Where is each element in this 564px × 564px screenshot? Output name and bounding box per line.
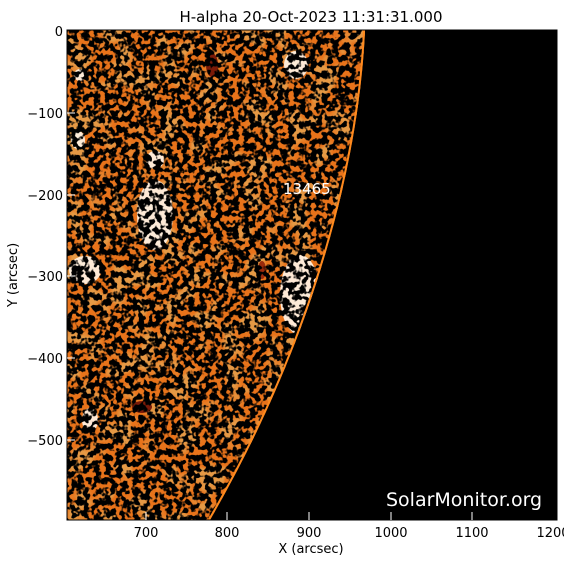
x-tick-label: 800	[215, 526, 240, 541]
x-tick-label: 1000	[374, 526, 407, 541]
y-axis-label: Y (arcsec)	[6, 243, 21, 308]
image-area: 13465 SolarMonitor.org	[67, 30, 557, 520]
plot-frame	[66, 29, 558, 521]
x-tick-label: 1100	[455, 526, 488, 541]
x-tick-label: 900	[297, 526, 322, 541]
y-axis-ticks: 0 −100 −200 −300 −400 −500	[27, 25, 75, 449]
y-tick-label: −500	[27, 434, 63, 449]
x-tick-label: 700	[134, 526, 159, 541]
y-tick-label: −400	[27, 352, 63, 367]
watermark: SolarMonitor.org	[386, 489, 542, 511]
y-tick-label: −200	[27, 189, 63, 204]
y-tick-label: −100	[27, 107, 63, 122]
x-axis-label: X (arcsec)	[278, 542, 343, 557]
y-tick-label: −300	[27, 270, 63, 285]
solar-limb	[208, 30, 365, 520]
y-tick-label: 0	[55, 25, 63, 40]
active-region-label: 13465	[283, 180, 331, 198]
chart-title: H-alpha 20-Oct-2023 11:31:31.000	[179, 8, 442, 26]
